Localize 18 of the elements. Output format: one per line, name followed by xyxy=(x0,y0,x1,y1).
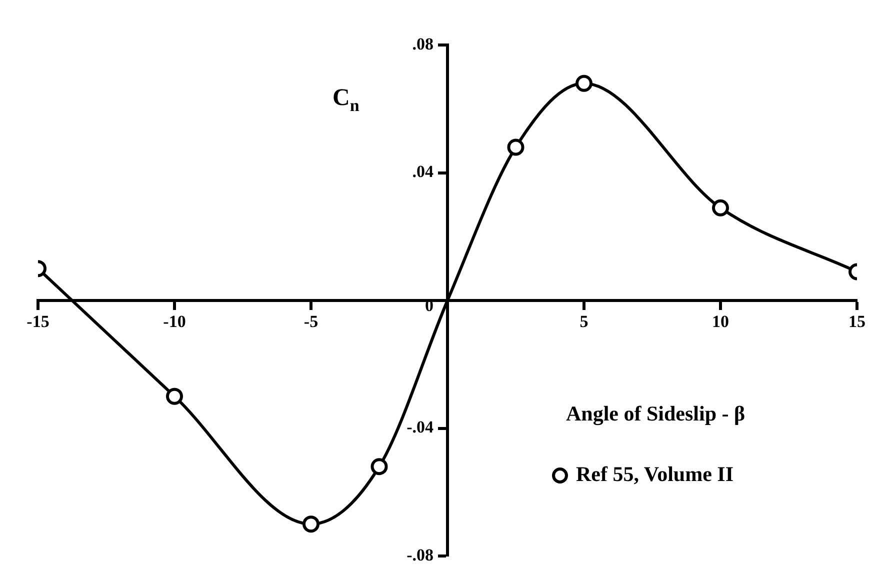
x-tick-label: -5 xyxy=(304,312,318,332)
point xyxy=(712,199,729,216)
y-tick-label: -.04 xyxy=(406,418,434,437)
x-tick-label: -10 xyxy=(163,312,186,332)
x-tick-label: 10 xyxy=(712,312,729,332)
point xyxy=(302,516,320,533)
y-tick-label: .08 xyxy=(412,34,434,54)
y-tick-label: -.08 xyxy=(406,545,434,564)
y-tick-label: .04 xyxy=(412,162,434,182)
x-tick-label: -15 xyxy=(26,312,50,332)
x-tick-label: 5 xyxy=(580,312,588,332)
point xyxy=(166,388,183,405)
point xyxy=(507,138,524,156)
point xyxy=(576,74,592,92)
x-axis-title: Angle of Sideslip - β xyxy=(566,402,746,426)
legend-label: Ref 55, Volume II xyxy=(576,462,734,486)
x-tick-label: 15 xyxy=(848,312,866,332)
point xyxy=(370,458,388,476)
